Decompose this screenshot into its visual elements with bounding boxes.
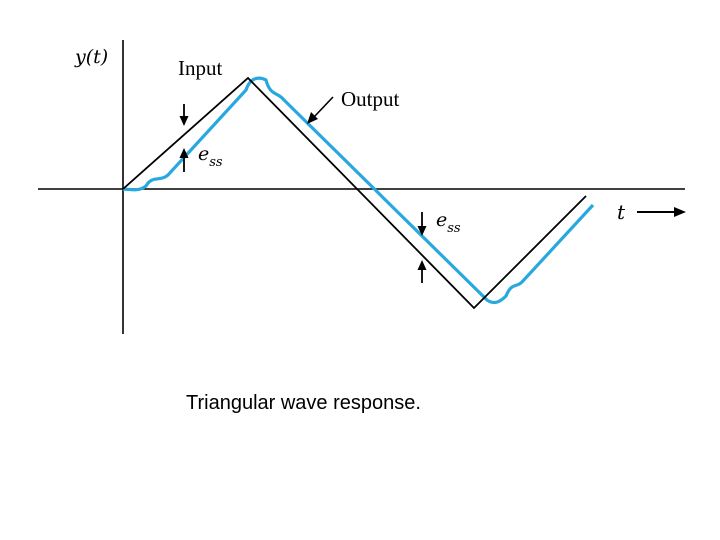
ess-upper-sub: ss	[209, 155, 223, 170]
y-axis-label: y(t)	[74, 46, 108, 68]
ess-lower-down-arrow-icon	[417, 212, 427, 236]
output-pointer-arrow-icon	[307, 96, 334, 124]
ess-upper-up-arrow-icon	[179, 148, 189, 172]
ess-lower-base: e	[436, 209, 447, 231]
figure-caption: Triangular wave response.	[186, 392, 421, 414]
input-label: Input	[178, 56, 222, 80]
output-label: Output	[341, 87, 400, 111]
ess-lower-label: ess	[436, 209, 461, 236]
ess-upper-base: e	[198, 143, 209, 165]
input-wave	[122, 76, 587, 310]
ess-upper-down-arrow-icon	[179, 104, 189, 126]
t-axis-arrow-icon	[637, 207, 686, 217]
ess-lower-up-arrow-icon	[417, 260, 427, 283]
output-wave	[122, 76, 595, 305]
t-axis-label: t	[617, 200, 626, 224]
ess-lower-sub: ss	[447, 221, 461, 236]
ess-upper-label: ess	[198, 143, 223, 170]
